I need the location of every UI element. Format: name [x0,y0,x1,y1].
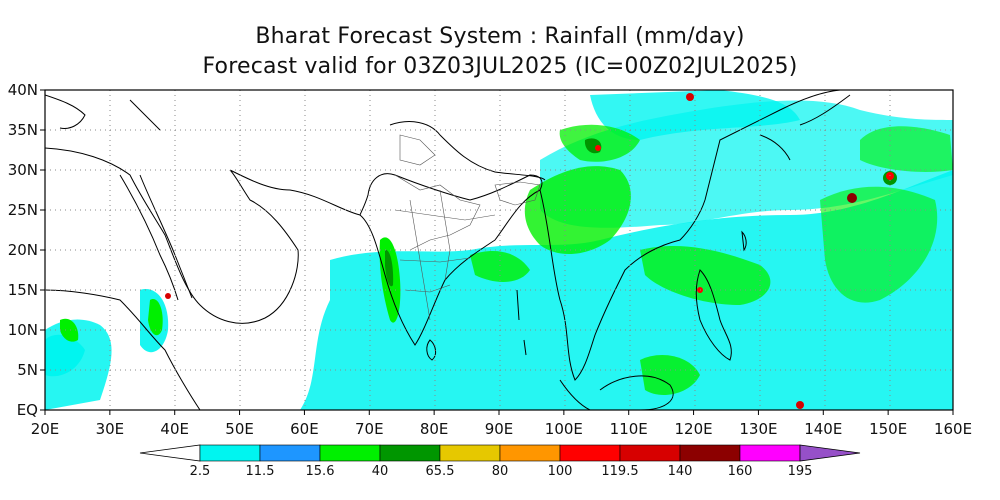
lon-tick-label: 20E [31,420,60,438]
map-title-line2: Forecast valid for 03Z03JUL2025 (IC=00Z0… [202,54,798,79]
colorbar-swatch [379,444,441,462]
colorbar-swatch [619,444,681,462]
map-title-line1: Bharat Forecast System : Rainfall (mm/da… [255,24,745,49]
lon-tick-label: 110E [610,420,648,438]
lat-tick-label: 35N [8,121,38,139]
colorbar-swatch [679,444,741,462]
lon-tick-label: 30E [96,420,125,438]
lon-tick-label: 140E [804,420,842,438]
colorbar-label: 195 [788,464,813,479]
colorbar-label: 11.5 [246,464,275,479]
colorbar-swatch [319,444,381,462]
colorbar-swatch [499,444,561,462]
colorbar-label: 119.5 [601,464,638,479]
lat-tick-label: 5N [17,361,38,379]
lon-tick-label: 50E [225,420,254,438]
lon-tick-label: 120E [675,420,713,438]
lon-tick-label: 60E [290,420,319,438]
rainfall-colorbar: 2.5 11.5 15.6 40 65.5 80 100 119.5 140 160 195 [139,444,861,479]
lat-tick-label: 15N [8,281,38,299]
colorbar-under-triangle [139,444,201,462]
coastlines [45,90,851,410]
colorbar-swatch [739,444,801,462]
colorbar-over-triangle [799,444,861,462]
lat-tick-label: 20N [8,241,38,259]
latitude-axis: EQ 5N 10N 15N 20N 25N 30N 35N 40N [8,81,45,419]
lat-tick-label: 40N [8,81,38,99]
map-plot-area [45,90,953,410]
lat-tick-label: 25N [8,201,38,219]
lat-tick-label: 30N [8,161,38,179]
lat-tick-label: EQ [17,401,38,419]
colorbar-label: 100 [548,464,573,479]
colorbar-label: 40 [372,464,389,479]
lon-tick-label: 90E [485,420,514,438]
colorbar-label: 80 [492,464,509,479]
longitude-axis: 20E 30E 40E 50E 60E 70E 80E 90E 100E 110E 120E 130E… [31,410,972,438]
lon-tick-label: 100E [545,420,583,438]
rainfall-field [45,90,953,410]
lon-tick-label: 70E [355,420,384,438]
lon-tick-label: 130E [739,420,777,438]
lat-tick-label: 10N [8,321,38,339]
lon-tick-label: 150E [869,420,907,438]
graticule [45,90,953,410]
colorbar-swatch [199,444,261,462]
colorbar-swatch [439,444,501,462]
lon-tick-label: 40E [160,420,189,438]
colorbar-label: 140 [668,464,693,479]
colorbar-swatch [559,444,621,462]
lon-tick-label: 80E [420,420,449,438]
lon-tick-label: 160E [934,420,972,438]
colorbar-swatch [259,444,321,462]
colorbar-label: 15.6 [306,464,335,479]
colorbar-label: 65.5 [426,464,455,479]
colorbar-label: 160 [728,464,753,479]
colorbar-label: 2.5 [190,464,211,479]
